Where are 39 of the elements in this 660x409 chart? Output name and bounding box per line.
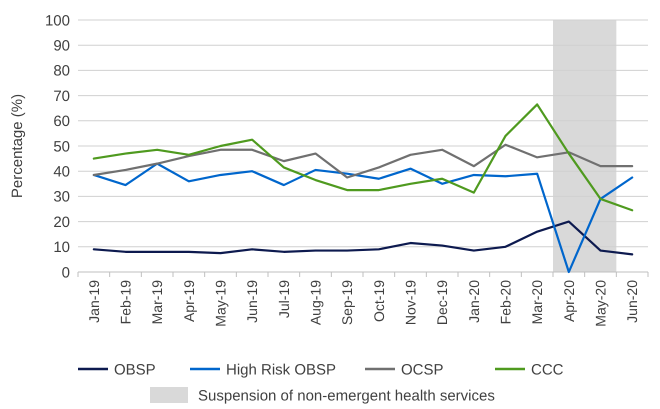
line-series <box>92 220 634 256</box>
x-tick-label: Jan-19 <box>86 280 102 323</box>
x-tick-label: Feb-19 <box>118 280 134 324</box>
y-tick-label: 30 <box>53 188 70 206</box>
x-tick-label: Jul-19 <box>276 280 292 318</box>
x-tick-label: Apr-19 <box>180 280 197 322</box>
x-tick-label: Nov-19 <box>402 280 418 326</box>
x-tick-label: Jun-19 <box>244 280 260 323</box>
y-tick-label: 50 <box>53 138 70 156</box>
x-tick-label: Oct-19 <box>370 280 387 322</box>
x-tick-label: Mar-20 <box>529 280 546 324</box>
x-tick-label: Apr-20 <box>560 280 577 322</box>
x-tick-label: Jun-20 <box>624 280 640 323</box>
y-tick-label: 100 <box>44 12 70 30</box>
legend-label: Suspension of non-emergent health services <box>198 387 495 404</box>
x-tick-label: May-20 <box>592 280 608 327</box>
x-tick-label: Feb-20 <box>498 280 514 324</box>
x-tick-label: Aug-19 <box>308 280 324 326</box>
legend-label: CCC <box>531 361 564 378</box>
x-tick-label: Dec-19 <box>434 280 450 326</box>
x-tick-label: Mar-19 <box>149 280 166 324</box>
y-tick-label: 90 <box>53 37 70 54</box>
legend-label: OCSP <box>401 361 444 378</box>
y-tick-label: 40 <box>53 163 70 180</box>
x-tick-label: Sep-19 <box>339 280 356 326</box>
line-series <box>92 162 634 274</box>
y-tick-label: 20 <box>53 214 70 231</box>
y-tick-label: 0 <box>62 264 70 282</box>
legend-label: OBSP <box>114 361 156 378</box>
line-series <box>92 144 634 179</box>
line-series <box>92 103 634 212</box>
y-axis-title: Percentage (%) <box>9 94 26 198</box>
x-tick-label: Jan-20 <box>466 280 482 323</box>
legend-label: High Risk OBSP <box>226 361 336 378</box>
y-tick-label: 80 <box>53 62 70 80</box>
y-tick-label: 70 <box>53 88 70 105</box>
x-tick-label: May-19 <box>212 280 228 327</box>
y-tick-label: 10 <box>53 239 70 256</box>
y-tick-label: 60 <box>53 113 70 130</box>
